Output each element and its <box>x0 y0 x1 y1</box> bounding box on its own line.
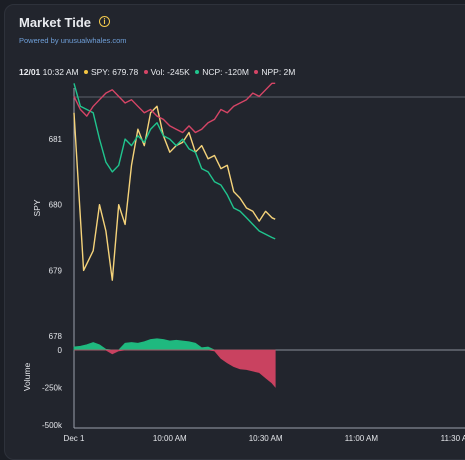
x-tick-label: 10:30 AM <box>249 434 283 443</box>
x-axis: Dec 1 10:00 AM 10:30 AM 11:00 AM 11:30 AM <box>64 427 465 443</box>
info-icon[interactable]: i <box>99 16 110 27</box>
series-line-ncp <box>73 83 276 240</box>
price-tick-label: 680 <box>49 201 63 210</box>
npp-dot-icon <box>254 70 259 75</box>
hover-legend: 12/01 10:32 AM SPY: 679.78 Vol: -245K NC… <box>19 67 295 77</box>
series-line-spy <box>73 105 276 281</box>
ncp-dot-icon <box>195 70 200 75</box>
spy-dot-icon <box>83 70 88 75</box>
legend-date: 12/01 <box>19 67 41 77</box>
x-tick-label: 11:30 AM <box>441 434 465 443</box>
volume-panel: 0 -250k -500k Volume <box>22 338 465 430</box>
price-panel: 678 679 680 681 SPY <box>32 82 465 428</box>
volume-axis-title: Volume <box>22 363 32 392</box>
vol-dot-icon <box>143 70 148 75</box>
legend-spy: SPY: 679.78 <box>90 67 139 77</box>
x-tick-label: 11:00 AM <box>345 434 379 443</box>
legend-time: 10:32 AM <box>42 67 79 77</box>
series-line-npp <box>73 82 276 134</box>
volume-tick-label: -500k <box>42 421 63 430</box>
volume-tick-label: -250k <box>42 384 63 393</box>
price-tick-label: 681 <box>49 135 63 144</box>
volume-tick-label: 0 <box>58 346 63 355</box>
price-axis-title: SPY <box>32 199 42 216</box>
x-tick-label: Dec 1 <box>64 434 85 443</box>
legend-npp: NPP: 2M <box>261 67 296 77</box>
legend-vol: Vol: -245K <box>150 67 190 77</box>
widget-subtitle[interactable]: Powered by unusualwhales.com <box>19 36 127 45</box>
price-tick-label: 678 <box>49 332 63 341</box>
volume-area-positive <box>73 338 276 351</box>
price-tick-label: 679 <box>49 266 63 275</box>
volume-area-negative <box>74 349 276 388</box>
widget-title: Market Tide <box>19 15 92 30</box>
legend-ncp: NCP: -120M <box>202 67 249 77</box>
x-tick-label: 10:00 AM <box>153 434 187 443</box>
